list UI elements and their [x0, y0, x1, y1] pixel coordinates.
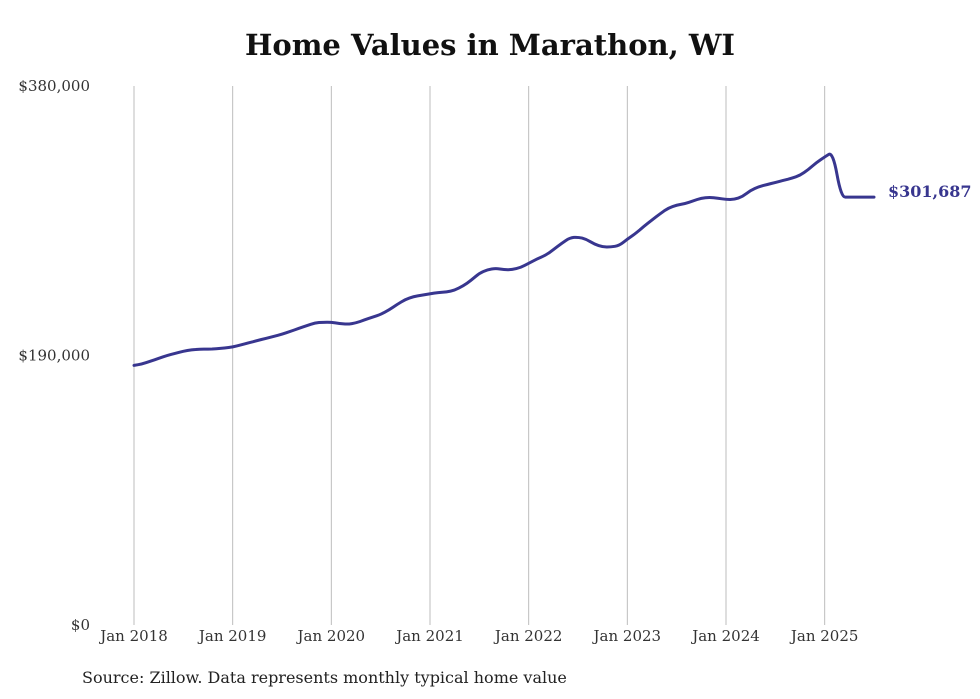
- x-tick-label: Jan 2021: [394, 627, 464, 645]
- y-tick-label: $0: [71, 616, 90, 634]
- source-note: Source: Zillow. Data represents monthly …: [82, 668, 567, 687]
- x-tick-label: Jan 2022: [493, 627, 563, 645]
- chart-title: Home Values in Marathon, WI: [245, 28, 735, 62]
- y-tick-label: $380,000: [18, 77, 90, 95]
- x-tick-label: Jan 2025: [789, 627, 859, 645]
- x-tick-label: Jan 2023: [592, 627, 662, 645]
- x-axis-ticks: Jan 2018 Jan 2019 Jan 2020 Jan 2021 Jan 2022…: [98, 627, 858, 645]
- end-value-label: $301,687: [888, 182, 972, 201]
- y-axis-ticks: $0 $190,000 $380,000: [18, 77, 90, 634]
- series-layer: [132, 152, 876, 367]
- x-tick-label: Jan 2024: [690, 627, 760, 645]
- x-tick-label: Jan 2020: [296, 627, 366, 645]
- x-tick-label: Jan 2019: [197, 627, 267, 645]
- x-tick-label: Jan 2018: [98, 627, 168, 645]
- y-tick-label: $190,000: [18, 347, 90, 365]
- gridlines: [133, 86, 826, 625]
- series-line: [132, 152, 876, 367]
